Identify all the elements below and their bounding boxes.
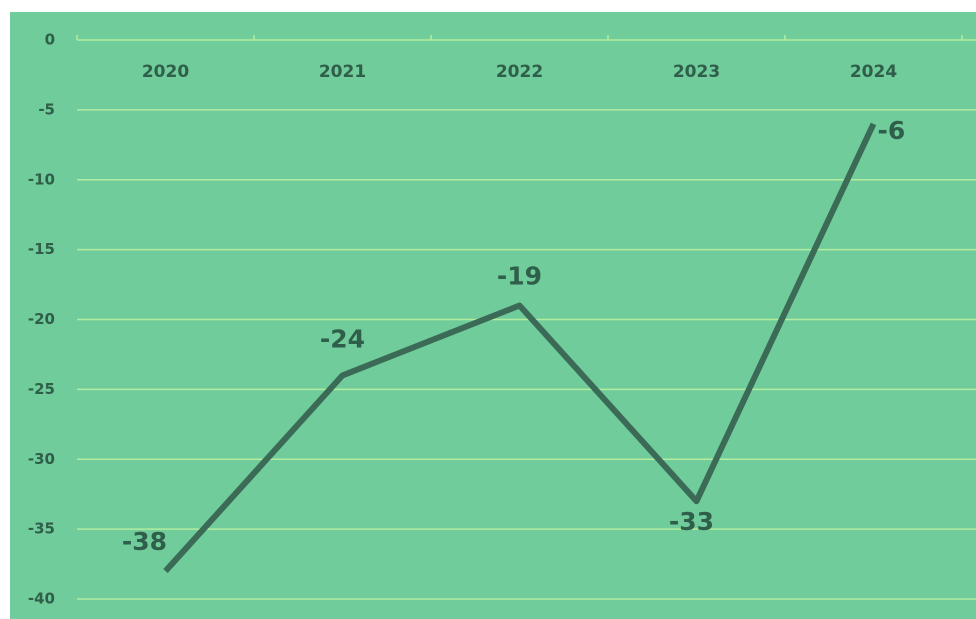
x-tick-label: 2021 bbox=[319, 62, 366, 82]
data-label: -19 bbox=[497, 262, 542, 291]
y-tick-label: -35 bbox=[28, 520, 55, 538]
line-series bbox=[163, 122, 877, 574]
data-label: -6 bbox=[878, 116, 906, 145]
data-label: -38 bbox=[122, 527, 167, 556]
x-tick-label: 2022 bbox=[496, 62, 543, 82]
y-tick-label: -10 bbox=[28, 170, 55, 188]
data-label: -24 bbox=[320, 324, 365, 353]
x-tick-label: 2023 bbox=[673, 62, 720, 82]
y-tick-label: 0 bbox=[45, 31, 55, 49]
y-tick-label: -5 bbox=[38, 100, 55, 118]
y-tick-label: -20 bbox=[28, 310, 55, 328]
y-tick-label: -15 bbox=[28, 240, 55, 258]
data-label: -33 bbox=[669, 507, 714, 536]
y-tick-label: -30 bbox=[28, 450, 55, 468]
x-tick-label: 2020 bbox=[142, 62, 189, 82]
x-tick-label: 2024 bbox=[850, 62, 897, 82]
y-tick-label: -25 bbox=[28, 380, 55, 398]
y-tick-label: -40 bbox=[28, 590, 55, 608]
